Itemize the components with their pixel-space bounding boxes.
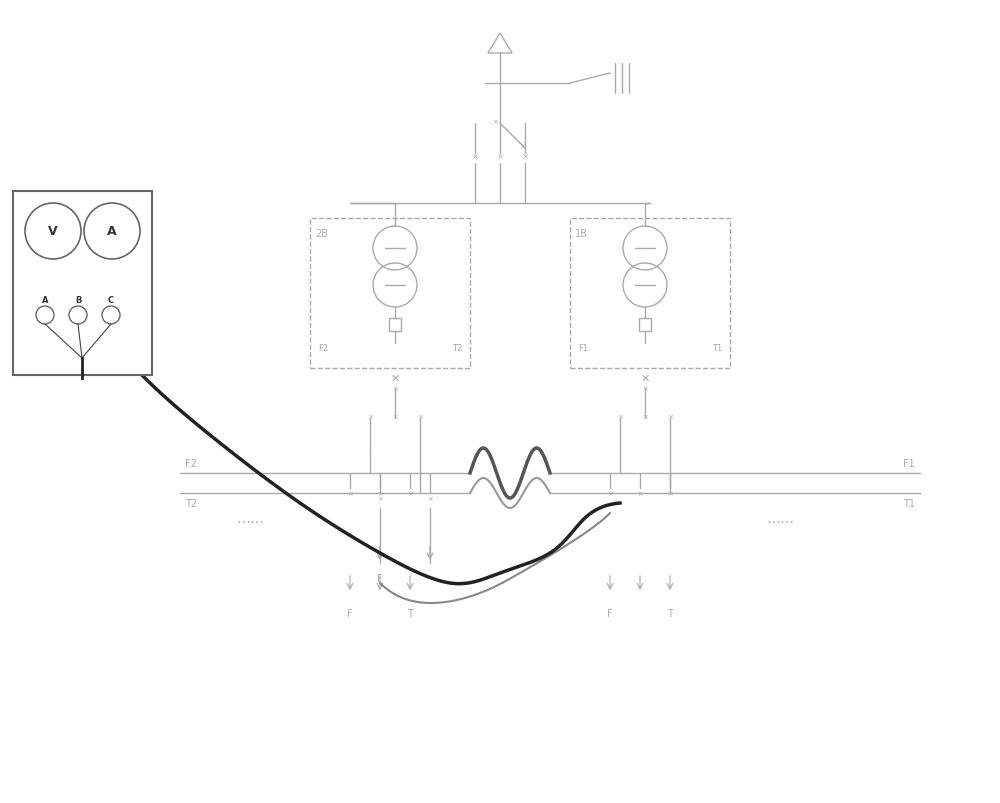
Text: ×: × xyxy=(607,491,613,496)
Text: ×: × xyxy=(492,119,498,124)
Text: ×: × xyxy=(407,491,413,496)
Text: ×: × xyxy=(377,495,383,501)
Text: F: F xyxy=(347,608,353,618)
Text: ×: × xyxy=(427,495,433,501)
Text: ×: × xyxy=(637,491,643,496)
FancyBboxPatch shape xyxy=(13,192,152,376)
Text: ×: × xyxy=(392,385,398,392)
Text: T: T xyxy=(407,608,413,618)
Text: ✕: ✕ xyxy=(640,373,650,384)
Text: T2: T2 xyxy=(185,499,197,508)
Text: F1: F1 xyxy=(578,344,588,353)
Text: ×: × xyxy=(347,491,353,496)
Text: V: V xyxy=(48,225,58,238)
Text: ×: × xyxy=(496,153,504,161)
Text: ×: × xyxy=(377,491,383,496)
Text: F2: F2 xyxy=(318,344,328,353)
Text: ……: …… xyxy=(766,512,794,525)
Text: T2: T2 xyxy=(452,344,462,353)
Text: ×: × xyxy=(367,414,373,419)
Text: F: F xyxy=(607,608,613,618)
Text: 1B: 1B xyxy=(575,229,588,238)
Text: ×: × xyxy=(667,414,673,419)
Text: T1: T1 xyxy=(903,499,915,508)
Text: ×: × xyxy=(642,385,648,392)
Text: 2B: 2B xyxy=(315,229,328,238)
Text: ✕: ✕ xyxy=(390,373,400,384)
Text: A: A xyxy=(42,296,48,305)
Text: F2: F2 xyxy=(185,459,197,468)
Text: B: B xyxy=(75,296,81,305)
Text: ……: …… xyxy=(236,512,264,525)
Text: ×: × xyxy=(392,414,398,419)
Text: ×: × xyxy=(519,144,525,150)
Text: ×: × xyxy=(417,414,423,419)
Text: A: A xyxy=(107,225,117,238)
Text: T: T xyxy=(667,608,673,618)
Text: C: C xyxy=(108,296,114,305)
Text: ×: × xyxy=(617,414,623,419)
Text: ×: × xyxy=(642,414,648,419)
Text: ×: × xyxy=(667,491,673,496)
Text: F1: F1 xyxy=(903,459,915,468)
Text: ×: × xyxy=(522,153,528,161)
Text: T1: T1 xyxy=(712,344,722,353)
Text: F: F xyxy=(377,573,383,583)
Text: ×: × xyxy=(472,153,479,161)
